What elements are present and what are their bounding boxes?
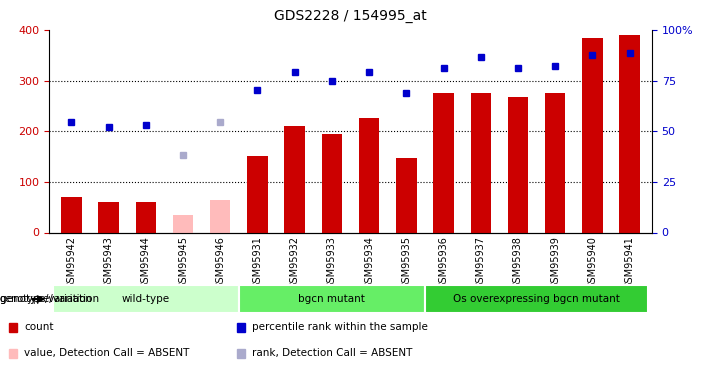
Text: GSM95939: GSM95939 (550, 236, 560, 289)
Text: bgcn mutant: bgcn mutant (299, 294, 365, 304)
Text: wild-type: wild-type (122, 294, 170, 304)
Bar (247, 156, 268, 232)
Bar (322, 134, 342, 232)
Bar (61, 197, 81, 232)
Text: GSM95941: GSM95941 (625, 236, 634, 289)
Bar (98, 202, 119, 232)
Bar (396, 158, 416, 232)
Bar (433, 93, 454, 232)
Text: percentile rank within the sample: percentile rank within the sample (252, 322, 428, 332)
Text: GSM95937: GSM95937 (476, 236, 486, 289)
Text: value, Detection Call = ABSENT: value, Detection Call = ABSENT (24, 348, 189, 358)
Bar (620, 35, 640, 232)
Bar (545, 93, 566, 232)
Bar (237, 323, 245, 332)
Bar (470, 93, 491, 232)
Bar (508, 97, 528, 232)
Text: GSM95944: GSM95944 (141, 236, 151, 289)
Text: GSM95935: GSM95935 (401, 236, 411, 289)
Bar (285, 126, 305, 232)
Text: GSM95938: GSM95938 (513, 236, 523, 289)
Text: count: count (24, 322, 54, 332)
Text: GSM95934: GSM95934 (364, 236, 374, 289)
Text: GSM95942: GSM95942 (67, 236, 76, 289)
Bar (359, 118, 379, 232)
Bar (173, 215, 193, 232)
Bar (237, 349, 245, 358)
Bar (53, 285, 239, 314)
Text: GSM95936: GSM95936 (439, 236, 449, 289)
Text: GSM95932: GSM95932 (290, 236, 300, 289)
Bar (9, 349, 18, 358)
Text: GSM95946: GSM95946 (215, 236, 225, 289)
Text: rank, Detection Call = ABSENT: rank, Detection Call = ABSENT (252, 348, 412, 358)
Bar (135, 202, 156, 232)
Text: GSM95931: GSM95931 (252, 236, 262, 289)
Text: GSM95945: GSM95945 (178, 236, 188, 289)
Text: GSM95943: GSM95943 (104, 236, 114, 289)
Bar (425, 285, 648, 314)
Text: Os overexpressing bgcn mutant: Os overexpressing bgcn mutant (453, 294, 620, 304)
Bar (582, 38, 603, 232)
Text: GDS2228 / 154995_at: GDS2228 / 154995_at (274, 9, 427, 23)
Text: GSM95940: GSM95940 (587, 236, 597, 289)
Bar (210, 200, 231, 232)
Text: genotype/variation: genotype/variation (0, 294, 102, 304)
Bar (9, 323, 18, 332)
Bar (239, 285, 425, 314)
Text: genotype/variation: genotype/variation (0, 294, 93, 304)
Text: GSM95933: GSM95933 (327, 236, 337, 289)
